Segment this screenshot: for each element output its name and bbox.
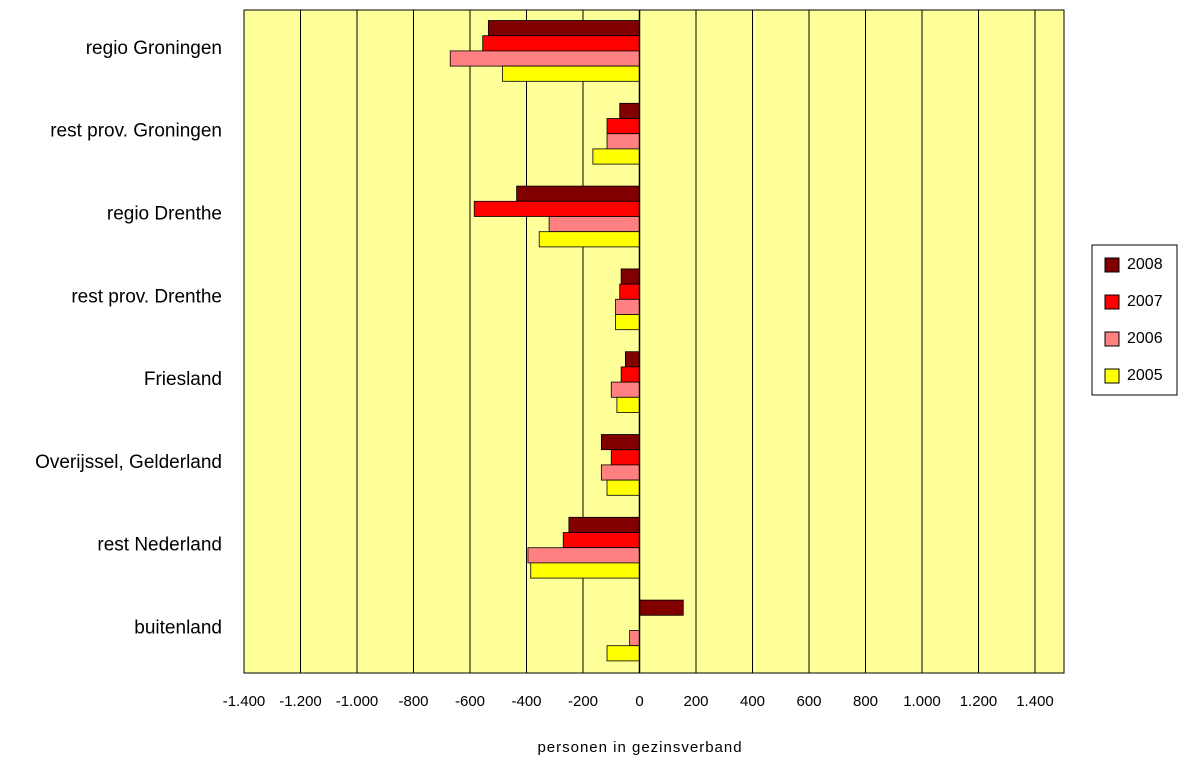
plot-border [243,9,1065,674]
bar-2007-1 [606,118,640,135]
x-tick-label: 400 [740,693,765,710]
bar-2006-2 [548,216,640,233]
x-tick-labels: -1.400 -1.200 -1.000 -800 -600 -400 -200 0 200 40… [223,693,1054,710]
legend-swatch-2007 [1104,294,1120,310]
legend-label: 2007 [1127,293,1163,310]
x-tick-label: -200 [568,693,598,710]
legend-label: 2005 [1127,367,1163,384]
bar-2006-0 [449,50,640,67]
legend-label: 2006 [1127,330,1163,347]
bar-2006-3 [615,298,640,315]
x-tick-label: 200 [683,693,708,710]
bar-2007-5 [610,449,640,466]
bars [449,20,684,662]
bar-2006-1 [606,133,640,150]
grid-lines [300,10,1036,673]
x-tick-label: 600 [796,693,821,710]
bar-2007-4 [620,366,640,383]
bar-2007-3 [619,283,640,300]
bar-2007-6 [562,532,640,549]
x-tick-label: -600 [455,693,485,710]
bar-2005-0 [502,65,640,82]
legend-label: 2008 [1127,256,1163,273]
bar-2008-1 [619,102,640,119]
bar-2005-4 [616,396,640,413]
x-tick-label: 1.000 [903,693,941,710]
bar-2008-0 [487,20,640,37]
bar-2007-0 [482,35,640,52]
category-label: rest prov. Drenthe [71,286,222,307]
category-label: regio Drenthe [107,204,222,225]
category-label: buitenland [134,618,222,639]
category-label: rest Nederland [97,535,222,556]
x-tick-label: -400 [511,693,541,710]
x-tick-label: 1.400 [1016,693,1054,710]
bar-2006-7 [629,630,640,647]
x-tick-label: -1.400 [223,693,266,710]
bar-2005-5 [606,479,640,496]
legend-swatch-2005 [1104,368,1120,384]
bar-2008-2 [516,185,640,202]
bar-2006-4 [610,381,640,398]
bar-2006-6 [527,547,640,564]
bar-2005-7 [606,645,640,662]
x-tick-label: 0 [635,693,643,710]
bar-2005-6 [530,562,640,579]
x-tick-label: -800 [398,693,428,710]
bar-2006-5 [600,464,640,481]
x-tick-label: 800 [853,693,878,710]
bar-2008-6 [568,516,640,533]
bar-2008-3 [620,268,640,285]
legend-items: 2008 2007 2006 2005 [1104,256,1163,384]
category-label: rest prov. Groningen [50,121,222,142]
legend: 2008 2007 2006 2005 [1091,244,1178,396]
category-label: Overijssel, Gelderland [35,452,222,473]
legend-swatch-2006 [1104,331,1120,347]
legend-swatch-2008 [1104,257,1120,273]
bar-2008-7 [639,599,684,616]
category-labels: regio Groningen rest prov. Groningen regio… [35,38,222,639]
x-axis-title: personen in gezinsverband [537,739,742,756]
bar-2008-4 [624,351,640,368]
bar-2005-1 [592,148,640,165]
category-label: Friesland [144,369,222,390]
x-tick-label: 1.200 [960,693,998,710]
x-tick-label: -1.200 [279,693,322,710]
bar-2005-3 [615,314,640,331]
bar-2005-2 [538,231,640,248]
plot-area [244,10,1064,673]
category-label: regio Groningen [86,38,222,59]
bar-2007-2 [473,200,640,217]
bar-2008-5 [600,434,640,451]
x-tick-label: -1.000 [336,693,379,710]
